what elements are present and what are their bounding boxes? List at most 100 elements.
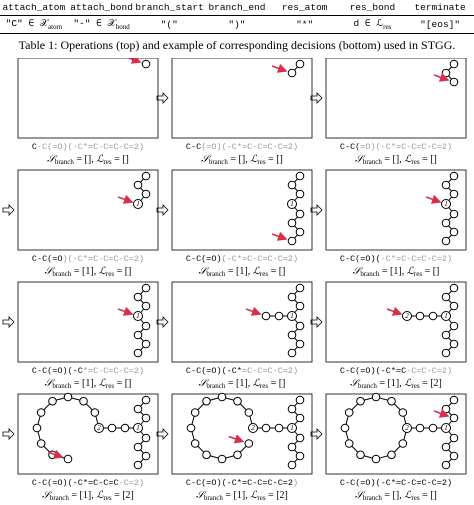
state-sep: , [245, 154, 250, 165]
atom [441, 292, 451, 302]
smiles: C-C(=O)(-C*=C-C=C-C=2) [186, 478, 298, 488]
atom [449, 451, 459, 461]
state-s: 𝒮 [199, 266, 210, 277]
state: 𝒮branch = [1], ℒres = [] [199, 266, 286, 277]
atom [287, 218, 297, 228]
operation: attach_atom [0, 0, 68, 16]
pointer-arrow [271, 231, 288, 241]
atom [141, 413, 151, 423]
atom [449, 171, 459, 181]
operation: terminate [406, 0, 474, 16]
atom [287, 199, 297, 209]
state-s: 𝒮 [42, 490, 53, 501]
atom [233, 450, 242, 460]
state-sep: , [94, 266, 99, 277]
atom [428, 423, 438, 433]
smiles-done: C-C(=O)( [340, 254, 381, 264]
state-branch: [] [85, 154, 92, 165]
smiles-rest: (=O)(-C*=C-C=C-C=2) [201, 142, 298, 152]
atom-label: 1 [136, 200, 140, 208]
smiles-done: C-C( [340, 142, 360, 152]
smiles: C-C(=O)(-C*=C-C=C-C=2) [32, 478, 144, 488]
state-eq: = [382, 490, 393, 501]
state-s: 𝒮 [350, 378, 361, 389]
state: 𝒮branch = [1], ℒres = [] [353, 266, 440, 277]
atom [287, 348, 297, 358]
state-l-sub: res [257, 494, 265, 502]
atom [449, 77, 459, 87]
atom [441, 348, 451, 358]
state-l-sub: res [103, 158, 111, 166]
step-arrow [310, 316, 323, 328]
smiles-done: C-C(=O)(-C [32, 366, 83, 376]
atom [217, 392, 227, 402]
decision-sub: bond [115, 22, 130, 31]
state-l-sub: res [103, 494, 111, 502]
atom [287, 460, 297, 470]
atom [371, 392, 381, 402]
smiles-rest: (-C*=C-C=C-C=2) [222, 254, 299, 264]
state-s-sub: branch [52, 270, 72, 278]
atom [449, 59, 459, 69]
state: 𝒮branch = [], ℒres = [] [201, 154, 283, 165]
decision-main: "[eos]" [420, 18, 461, 30]
state-sep: , [248, 266, 253, 277]
atom [141, 189, 151, 199]
atom [402, 311, 412, 321]
state-sep: , [248, 378, 253, 389]
state-l: ℒ [404, 154, 412, 165]
atom [244, 408, 254, 417]
atom [441, 236, 451, 246]
state-sep: , [91, 490, 96, 501]
atom [36, 408, 46, 417]
decision: "(" [135, 15, 204, 34]
state-s: 𝒮 [196, 490, 207, 501]
atom [261, 311, 271, 321]
panel: 1 C-C(=O)(-C*=C-C=C-C=2) 𝒮branch = [1], ℒr… [17, 281, 159, 390]
atom [244, 439, 254, 448]
smiles: C-C(=O)(-C*=C-C=C-C=2) [186, 366, 298, 376]
atom [133, 292, 143, 302]
smiles: C-C(=O)(-C*=C-C=C-C=2) [340, 254, 452, 264]
state-eq: = [420, 490, 431, 501]
panel-box [325, 58, 467, 139]
atom [441, 180, 451, 190]
state-s: 𝒮 [45, 378, 56, 389]
atom-label: 1 [136, 424, 140, 432]
state-s-sub: branch [363, 494, 383, 502]
state-l-sub: res [106, 382, 114, 390]
atom [356, 450, 365, 460]
panel: C-C(=O)(-C*=C-C=C-C=2) 𝒮branch = [], ℒres… [171, 58, 313, 166]
atom [202, 396, 211, 406]
panel: 1 2 C-C(=O)(-C*=C-C=C-C=2) 𝒮branch = [1], ℒ… [171, 392, 313, 502]
state-eq: = [225, 378, 236, 389]
state-res: [] [279, 266, 286, 277]
state-s-sub: branch [206, 270, 226, 278]
smiles-rest: *=C-C=C-C=2) [83, 366, 144, 376]
atom [340, 423, 350, 433]
atom [202, 450, 211, 460]
atom [133, 199, 143, 209]
atom [107, 423, 117, 433]
smiles: C-C(=O)(-C*=C-C=C-C=2) [186, 142, 298, 152]
state: 𝒮branch = [], ℒres = [] [355, 154, 437, 165]
state-l-sub: res [414, 270, 422, 278]
state-eq: = [71, 378, 82, 389]
state-branch: [1] [388, 378, 400, 389]
state-s-sub: branch [360, 270, 380, 278]
state-l: ℒ [96, 154, 104, 165]
state-l-sub: res [260, 270, 268, 278]
panel: 1 C-C(=O)(-C*=C-C=C-C=2) 𝒮branch = [1], ℒr… [171, 169, 313, 278]
smiles-done: C-C(=O)(-C*=C-C=C-C=2) [340, 478, 452, 488]
panel-box [171, 58, 313, 139]
smiles-done: C-C(=O [32, 254, 63, 264]
smiles: C-C(=O)(-C*=C-C=C-C=2) [32, 142, 144, 152]
state-branch: [1] [82, 266, 94, 277]
state-l: ℒ [99, 266, 107, 277]
state-l: ℒ [96, 490, 104, 501]
atom [441, 460, 451, 470]
atom-label: 1 [444, 200, 448, 208]
smiles-done: C-C(=O) [186, 254, 222, 264]
state-sep: , [399, 154, 404, 165]
smiles-rest: -C*=C-C=C-C=2) [381, 254, 452, 264]
